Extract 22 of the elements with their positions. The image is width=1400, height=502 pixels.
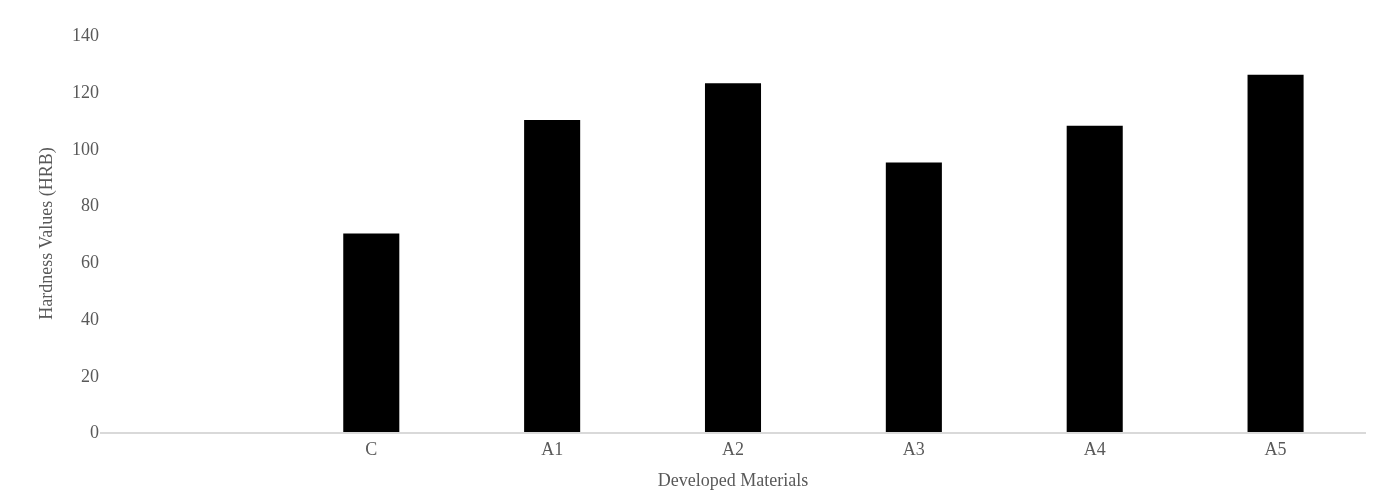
y-tick-label: 120 [72,82,99,103]
y-tick-label: 140 [72,25,99,46]
bar [704,83,762,432]
y-tick-label: 60 [81,252,99,273]
x-tick-label: A1 [541,439,564,460]
bar [1247,74,1304,432]
x-axis-title: Developed Materials [657,469,809,490]
bar [524,120,581,432]
bar [1066,125,1123,432]
bar [885,162,942,432]
y-tick-label: 100 [72,138,99,159]
bar [343,233,400,432]
y-tick-label: 80 [81,195,99,216]
y-tick-label: 20 [81,365,99,386]
x-tick-label: A5 [1264,439,1287,460]
x-tick-label: A4 [1083,439,1106,460]
y-tick-label: 40 [81,308,99,329]
x-tick-label: A2 [722,439,744,460]
y-axis-title: Hardness Values (HRB) [36,147,58,320]
x-tick-label: A3 [902,439,925,460]
x-tick-label: C [365,439,378,460]
y-tick-label: 0 [90,422,99,443]
